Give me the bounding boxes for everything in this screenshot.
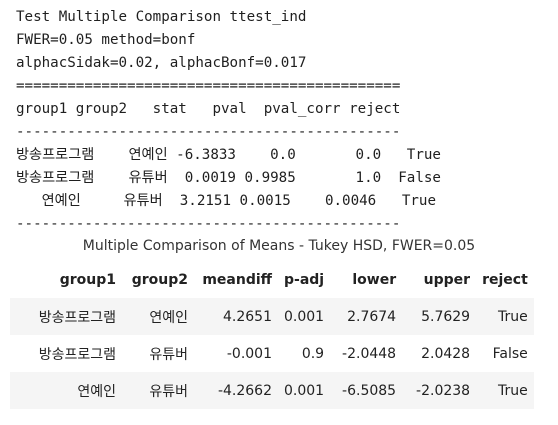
cell-group2: 연예인 (122, 298, 194, 335)
column-header-lower: lower (352, 272, 397, 288)
table-row: 방송프로그램 유튜버 -0.001 0.9 -2.0448 2.0428 Fal… (10, 335, 534, 372)
table-header-row: group1 group2 meandiff p-adj lower upper… (10, 262, 534, 298)
output-line: Test Multiple Comparison ttest_ind (16, 9, 307, 25)
column-header-upper: upper (423, 272, 471, 288)
cell-upper: -2.0238 (402, 372, 477, 409)
output-row: 방송프로그램 연예인 -6.3833 0.0 0.0 True (16, 147, 441, 163)
output-separator: ----------------------------------------… (16, 124, 401, 140)
cell-reject: True (476, 372, 534, 409)
table-row: 방송프로그램 연예인 4.2651 0.001 2.7674 5.7629 Tr… (10, 298, 534, 335)
cell-meandiff: -4.2662 (194, 372, 278, 409)
cell-meandiff: 4.2651 (194, 298, 278, 335)
output-separator: ----------------------------------------… (16, 216, 401, 232)
tukey-table: group1 group2 meandiff p-adj lower upper… (10, 262, 534, 409)
cell-lower: -6.5085 (330, 372, 403, 409)
cell-lower: 2.7674 (330, 298, 403, 335)
table-row: 연예인 유튜버 -4.2662 0.001 -6.5085 -2.0238 Tr… (10, 372, 534, 409)
ttest-output-text: Test Multiple Comparison ttest_ind FWER=… (16, 6, 441, 236)
column-header-group2: group2 (131, 272, 188, 288)
cell-p-adj: 0.001 (278, 298, 331, 335)
tukey-table-caption: Multiple Comparison of Means - Tukey HSD… (82, 238, 476, 254)
cell-group2: 유튜버 (122, 372, 194, 409)
column-header-meandiff: meandiff (202, 272, 272, 288)
cell-upper: 5.7629 (402, 298, 477, 335)
cell-group1: 방송프로그램 (10, 298, 122, 335)
cell-p-adj: 0.9 (278, 335, 331, 372)
output-separator: ========================================… (16, 78, 401, 94)
column-header-p-adj: p-adj (284, 272, 325, 288)
cell-meandiff: -0.001 (194, 335, 278, 372)
output-header-line: group1 group2 stat pval pval_corr reject (16, 101, 401, 117)
cell-group1: 방송프로그램 (10, 335, 122, 372)
cell-upper: 2.0428 (402, 335, 477, 372)
cell-lower: -2.0448 (330, 335, 403, 372)
output-row: 연예인 유튜버 3.2151 0.0015 0.0046 True (16, 193, 436, 209)
cell-group2: 유튜버 (122, 335, 194, 372)
cell-group1: 연예인 (10, 372, 122, 409)
output-line: FWER=0.05 method=bonf (16, 32, 196, 48)
cell-reject: True (476, 298, 534, 335)
column-header-group1: group1 (59, 272, 116, 288)
output-row: 방송프로그램 유튜버 0.0019 0.9985 1.0 False (16, 170, 441, 186)
cell-reject: False (476, 335, 534, 372)
column-header-reject: reject (482, 272, 528, 288)
output-line: alphacSidak=0.02, alphacBonf=0.017 (16, 55, 307, 71)
cell-p-adj: 0.001 (278, 372, 331, 409)
